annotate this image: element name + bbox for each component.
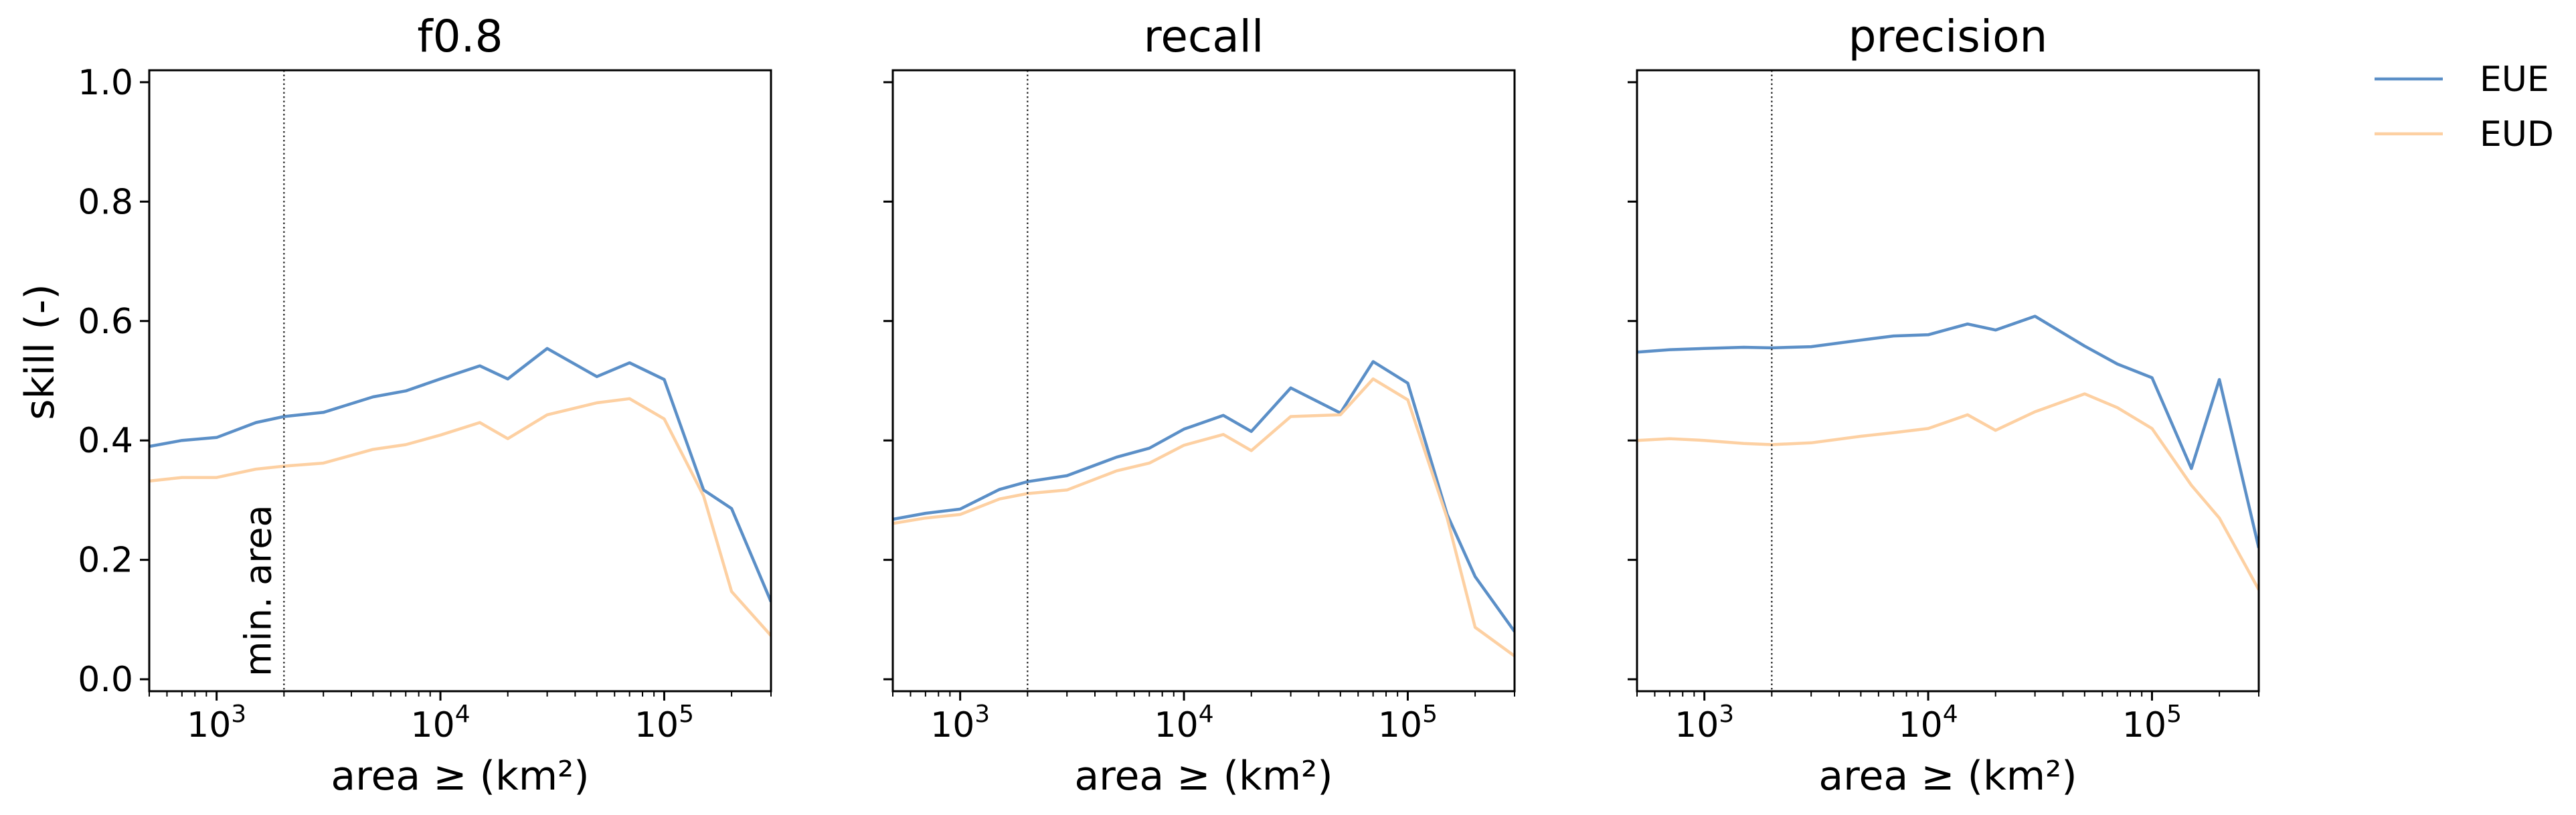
y-tick-label: 1.0	[78, 63, 133, 103]
x-tick-label: 105	[1378, 701, 1438, 745]
y-tick-label: 0.2	[78, 541, 133, 581]
min-area-label: min. area	[237, 505, 279, 676]
x-tick-base: 10	[1675, 705, 1719, 745]
x-tick-base: 10	[1899, 705, 1943, 745]
x-tick-exponent: 5	[2166, 701, 2182, 728]
series-line-eue	[893, 360, 1515, 633]
panel-frame	[148, 69, 772, 693]
x-tick-base: 10	[187, 705, 231, 745]
y-tick-label: 0.8	[78, 182, 133, 222]
x-tick-exponent: 4	[455, 701, 470, 728]
x-axis-label: area ≥ (km²)	[1074, 753, 1333, 800]
panel-title: precision	[1849, 11, 2048, 62]
x-tick-base: 10	[1378, 705, 1422, 745]
x-tick-base: 10	[1154, 705, 1199, 745]
y-axis-label: skill (-)	[17, 284, 64, 420]
x-tick-exponent: 5	[1422, 701, 1438, 728]
y-tick-label: 0.0	[78, 660, 133, 700]
series-line-eud	[149, 397, 771, 637]
series-line-eue	[1637, 314, 2259, 549]
x-tick-exponent: 3	[974, 701, 990, 728]
x-tick-label: 105	[634, 701, 694, 745]
x-tick-label: 103	[187, 701, 246, 745]
x-tick-label: 104	[411, 701, 470, 745]
x-tick-base: 10	[634, 705, 679, 745]
x-tick-base: 10	[930, 705, 974, 745]
x-tick-base: 10	[411, 705, 455, 745]
x-axis-label: area ≥ (km²)	[1818, 753, 2077, 800]
x-tick-exponent: 4	[1199, 701, 1214, 728]
legend-label-eue: EUE	[2480, 60, 2549, 100]
panel-frame	[891, 69, 1516, 693]
panel-title: recall	[1144, 11, 1264, 62]
x-tick-base: 10	[2122, 705, 2166, 745]
x-tick-exponent: 3	[1719, 701, 1734, 728]
x-tick-label: 104	[1154, 701, 1214, 745]
series-line-eue	[149, 347, 771, 603]
legend: EUE EUD	[2375, 60, 2554, 155]
y-tick-label: 0.6	[78, 302, 133, 342]
panel-title: f0.8	[417, 11, 503, 62]
x-tick-exponent: 3	[231, 701, 246, 728]
x-tick-exponent: 4	[1943, 701, 1958, 728]
x-tick-label: 104	[1899, 701, 1958, 745]
x-tick-label: 105	[2122, 701, 2182, 745]
x-tick-label: 103	[1675, 701, 1734, 745]
panel-frame	[1636, 69, 2260, 693]
x-tick-label: 103	[930, 701, 990, 745]
series-line-eud	[893, 377, 1515, 658]
legend-label-eud: EUD	[2480, 114, 2554, 155]
x-axis-label: area ≥ (km²)	[331, 753, 589, 800]
series-line-eud	[1637, 392, 2259, 591]
x-tick-exponent: 5	[679, 701, 694, 728]
y-tick-label: 0.4	[78, 421, 133, 461]
